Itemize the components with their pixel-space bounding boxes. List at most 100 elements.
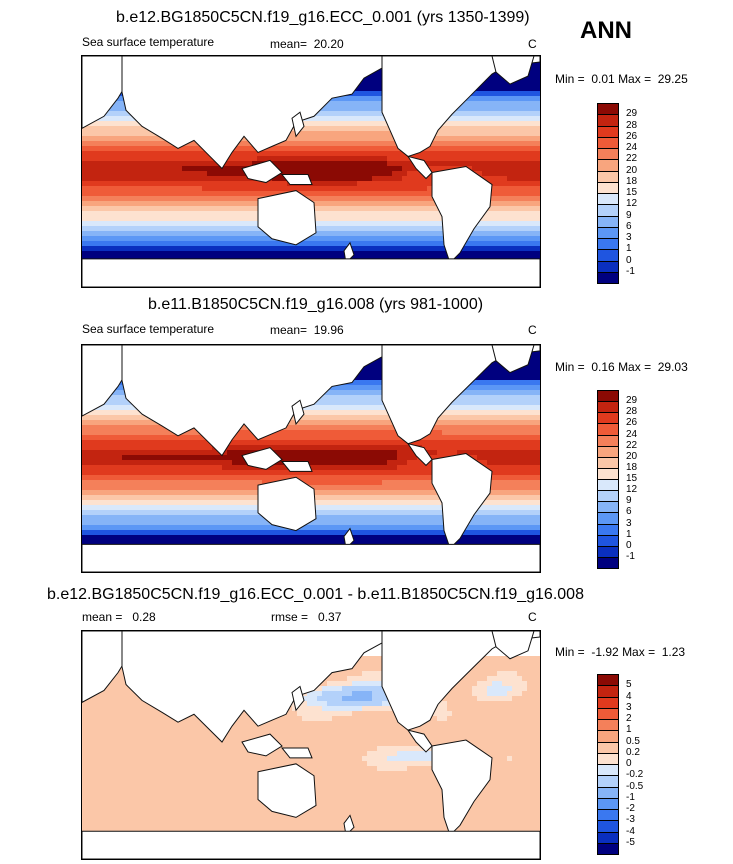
sst-cell <box>367 226 373 232</box>
sst-cell <box>82 201 88 207</box>
sst-cell <box>397 191 403 197</box>
sst-cell <box>137 241 143 247</box>
sst-cell <box>497 151 503 157</box>
sst-cell <box>517 146 523 152</box>
sst-cell <box>212 201 218 207</box>
sst-cell <box>122 176 128 182</box>
sst-cell <box>127 131 133 137</box>
sst-cell <box>527 121 533 127</box>
sst-cell <box>537 355 540 361</box>
sst-cell <box>167 176 173 182</box>
sst-cell <box>182 201 188 207</box>
sst-cell <box>362 91 368 97</box>
sst-cell <box>292 186 298 192</box>
sst-cell <box>482 176 488 182</box>
sst-cell <box>197 241 203 247</box>
sst-cell <box>362 86 368 92</box>
sst-cell <box>142 226 148 232</box>
sst-cell <box>132 181 138 187</box>
sst-cell <box>247 221 253 227</box>
sst-cell <box>257 181 263 187</box>
sst-cell <box>427 206 433 212</box>
sst-cell <box>447 131 453 137</box>
sst-cell <box>172 181 178 187</box>
sst-cell <box>452 116 458 122</box>
sst-cell <box>497 166 503 172</box>
sst-cell <box>342 226 348 232</box>
sst-cell <box>127 196 133 202</box>
sst-cell <box>397 176 403 182</box>
sst-cell <box>357 236 363 242</box>
sst-cell <box>492 191 498 197</box>
sst-cell <box>162 216 168 222</box>
sst-cell <box>532 121 538 127</box>
sst-cell <box>362 76 368 82</box>
sst-cell <box>242 201 248 207</box>
sst-cell <box>497 365 503 371</box>
sst-cell <box>507 171 513 177</box>
sst-cell <box>357 211 363 217</box>
sst-cell <box>502 141 508 147</box>
sst-cell <box>517 81 523 87</box>
sst-cell <box>377 81 383 87</box>
sst-cell <box>387 141 393 147</box>
sst-cell <box>457 131 463 137</box>
sst-cell <box>307 246 313 252</box>
sst-cell <box>232 211 238 217</box>
sst-cell <box>212 251 218 257</box>
sst-cell <box>177 241 183 247</box>
sst-cell <box>452 156 458 162</box>
sst-cell <box>282 151 288 157</box>
sst-cell <box>417 156 423 162</box>
sst-cell <box>222 171 228 177</box>
sst-cell <box>217 251 223 257</box>
sst-cell <box>527 201 533 207</box>
sst-cell <box>152 196 158 202</box>
sst-cell <box>437 136 443 142</box>
sst-cell <box>362 226 368 232</box>
sst-cell <box>522 181 528 187</box>
sst-cell <box>372 86 378 92</box>
sst-cell <box>387 166 393 172</box>
sst-cell <box>137 196 143 202</box>
sst-cell <box>492 216 498 222</box>
sst-cell <box>492 86 498 92</box>
sst-cell <box>332 251 338 257</box>
sst-cell <box>187 166 193 172</box>
sst-cell <box>167 191 173 197</box>
sst-cell <box>312 131 318 137</box>
sst-cell <box>497 136 503 142</box>
sst-cell <box>117 211 123 217</box>
sst-cell <box>347 206 353 212</box>
sst-cell <box>232 176 238 182</box>
sst-cell <box>392 196 398 202</box>
sst-cell <box>327 206 333 212</box>
sst-cell <box>322 241 328 247</box>
sst-cell <box>137 131 143 137</box>
sst-cell <box>422 211 428 217</box>
sst-cell <box>182 186 188 192</box>
sst-cell <box>362 365 368 371</box>
sst-cell <box>182 196 188 202</box>
sst-cell <box>377 101 383 107</box>
sst-cell <box>257 151 263 157</box>
sst-cell <box>172 211 178 217</box>
sst-cell <box>387 176 393 182</box>
sst-cell <box>387 231 393 237</box>
sst-cell <box>247 201 253 207</box>
sst-cell <box>157 176 163 182</box>
sst-cell <box>442 141 448 147</box>
sst-cell <box>457 146 463 152</box>
sst-cell <box>187 211 193 217</box>
sst-cell <box>307 236 313 242</box>
sst-cell <box>92 191 98 197</box>
sst-cell <box>322 131 328 137</box>
sst-cell <box>247 196 253 202</box>
land-mask <box>82 56 540 287</box>
sst-cell <box>477 151 483 157</box>
sst-cell <box>107 226 113 232</box>
sst-cell <box>317 236 323 242</box>
sst-cell <box>407 216 413 222</box>
sst-cell <box>162 241 168 247</box>
sst-cell <box>102 161 108 167</box>
